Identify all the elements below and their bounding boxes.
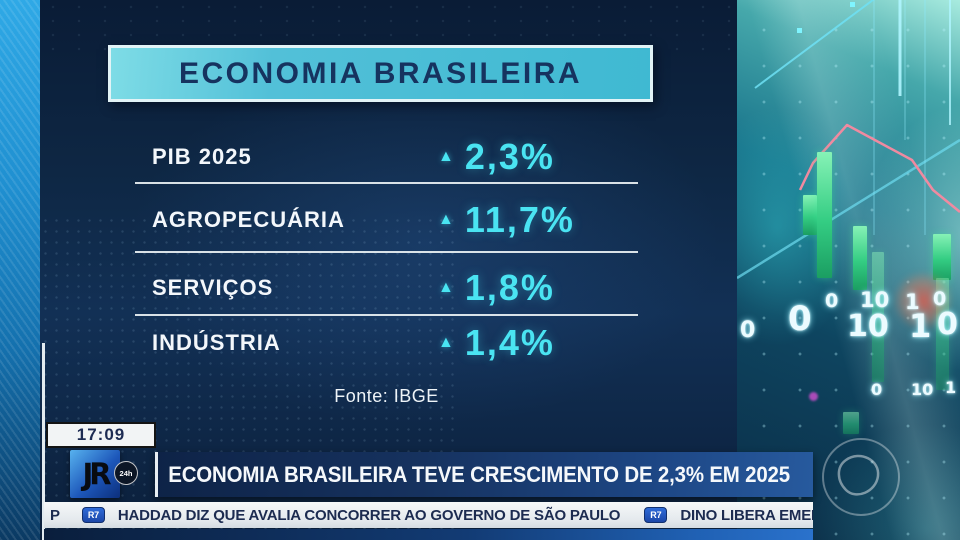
green-bar (872, 252, 884, 382)
headline-bar: ECONOMIA BRASILEIRA TEVE CRESCIMENTO DE … (155, 452, 813, 497)
binary-digit: 0 (937, 307, 958, 342)
up-arrow-icon: ▲ (438, 148, 454, 165)
stat-label: AGROPECUÁRIA (152, 207, 345, 232)
up-arrow-icon: ▲ (438, 211, 454, 228)
binary-digit: 0 (933, 288, 947, 310)
r7-logo-badge: R7 (81, 507, 105, 523)
binary-digit: 1 (909, 307, 932, 345)
binary-digit: 1 (905, 290, 920, 314)
stat-label: INDÚSTRIA (152, 330, 281, 355)
binary-digit: 0 (788, 299, 812, 339)
stat-label: SERVIÇOS (152, 275, 274, 300)
r7-logo-badge: R7 (644, 507, 668, 523)
binary-digit: 10 (847, 309, 889, 344)
headline-text: ECONOMIA BRASILEIRA TEVE CRESCIMENTO DE … (168, 461, 790, 487)
ticker-item: DINO LIBERA EMENDAS P (680, 506, 813, 524)
stat-row-servicos: SERVIÇOS ▲ 1,8% (135, 268, 638, 308)
stat-row-pib: PIB 2025 ▲ 2,3% (135, 137, 638, 177)
chart-lines-graphic (737, 0, 960, 280)
badge-24h: 24h (114, 461, 138, 485)
up-arrow-icon: ▲ (438, 279, 454, 296)
stat-value: 2,3% (464, 136, 555, 177)
news-ticker: P R7 HADDAD DIZ QUE AVALIA CONCORRER AO … (44, 502, 813, 528)
magenta-dot (809, 392, 818, 401)
stat-label: PIB 2025 (152, 144, 252, 169)
binary-digit: 10 (860, 288, 890, 312)
stat-row-agropecuaria: AGROPECUÁRIA ▲ 11,7% (135, 200, 638, 240)
stat-value: 1,4% (464, 322, 555, 363)
stat-row-industria: INDÚSTRIA ▲ 1,4% (135, 323, 638, 363)
binary-digit: 10 (911, 380, 934, 399)
row-divider (135, 182, 638, 184)
binary-digit: 0 (825, 290, 839, 312)
record-logo-watermark (822, 438, 900, 516)
ticker-substrip (44, 529, 813, 540)
green-bar (843, 412, 859, 434)
infographic-title: ECONOMIA BRASILEIRA (178, 56, 583, 90)
source-credit: Fonte: IBGE (334, 386, 439, 406)
green-bar (803, 195, 817, 235)
red-glow (892, 272, 954, 330)
infographic-title-box: ECONOMIA BRASILEIRA (108, 45, 653, 102)
green-bar (853, 226, 867, 290)
jr-channel-logo: JR (70, 450, 120, 498)
jr-monogram: JR (82, 456, 111, 492)
green-bar (933, 234, 951, 280)
row-divider (135, 251, 638, 253)
left-striped-band (0, 0, 40, 540)
up-arrow-icon: ▲ (438, 334, 454, 351)
green-bar (817, 152, 832, 278)
clock: 17:09 (46, 422, 156, 448)
binary-digit: 0 (871, 380, 883, 399)
lower-third-left-rule (42, 343, 45, 540)
stat-value: 11,7% (464, 199, 575, 240)
ticker-partial-text: P (50, 506, 60, 524)
binary-digit: 1 (945, 378, 957, 397)
ticker-item: HADDAD DIZ QUE AVALIA CONCORRER AO GOVER… (117, 506, 621, 524)
stat-value: 1,8% (464, 267, 555, 308)
binary-digit: 0 (740, 318, 756, 343)
market-graphic-background: 0 0 0 10 1 0 10 1 0 0 10 1 (737, 0, 960, 540)
row-divider (135, 314, 638, 316)
